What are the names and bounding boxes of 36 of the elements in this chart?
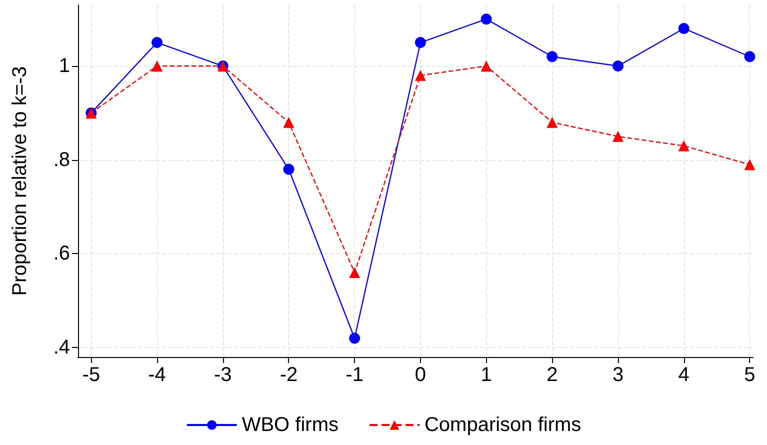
- x-tick-label: -5: [82, 364, 100, 386]
- legend-label: Comparison firms: [424, 414, 582, 436]
- x-tick-label: -4: [148, 364, 166, 386]
- point: [546, 51, 558, 62]
- y-tick-label: 1: [58, 55, 70, 78]
- x-tick-label: -2: [280, 364, 298, 386]
- y-axis-title: Proportion relative to k=-3: [9, 66, 31, 296]
- y-tick-label: .8: [53, 148, 70, 171]
- point: [283, 116, 294, 128]
- x-tick-label: 0: [414, 364, 426, 386]
- x-tick-label: 5: [744, 364, 756, 386]
- y-tick-label: .4: [53, 336, 70, 359]
- x-tick-label: 3: [612, 364, 624, 386]
- x-tick-label: -3: [214, 364, 232, 386]
- point: [414, 70, 426, 81]
- x-tick-label: 1: [480, 364, 492, 386]
- point: [612, 60, 624, 72]
- point: [152, 37, 163, 48]
- point: [678, 22, 690, 34]
- x-tick-label: 2: [546, 364, 558, 386]
- point: [546, 116, 558, 128]
- x-tick-label: -1: [346, 364, 364, 386]
- legend-label: WBO firms: [242, 414, 338, 436]
- point: [283, 164, 294, 175]
- point: [678, 140, 690, 152]
- point: [480, 14, 492, 25]
- y-tick-label: .6: [53, 242, 70, 265]
- x-tick-label: 4: [678, 364, 690, 386]
- point: [612, 130, 624, 142]
- point: [349, 332, 360, 344]
- point: [414, 37, 426, 48]
- point: [480, 60, 492, 72]
- point: [349, 267, 360, 278]
- point: [744, 51, 756, 62]
- point: [152, 60, 163, 72]
- point: [744, 159, 756, 170]
